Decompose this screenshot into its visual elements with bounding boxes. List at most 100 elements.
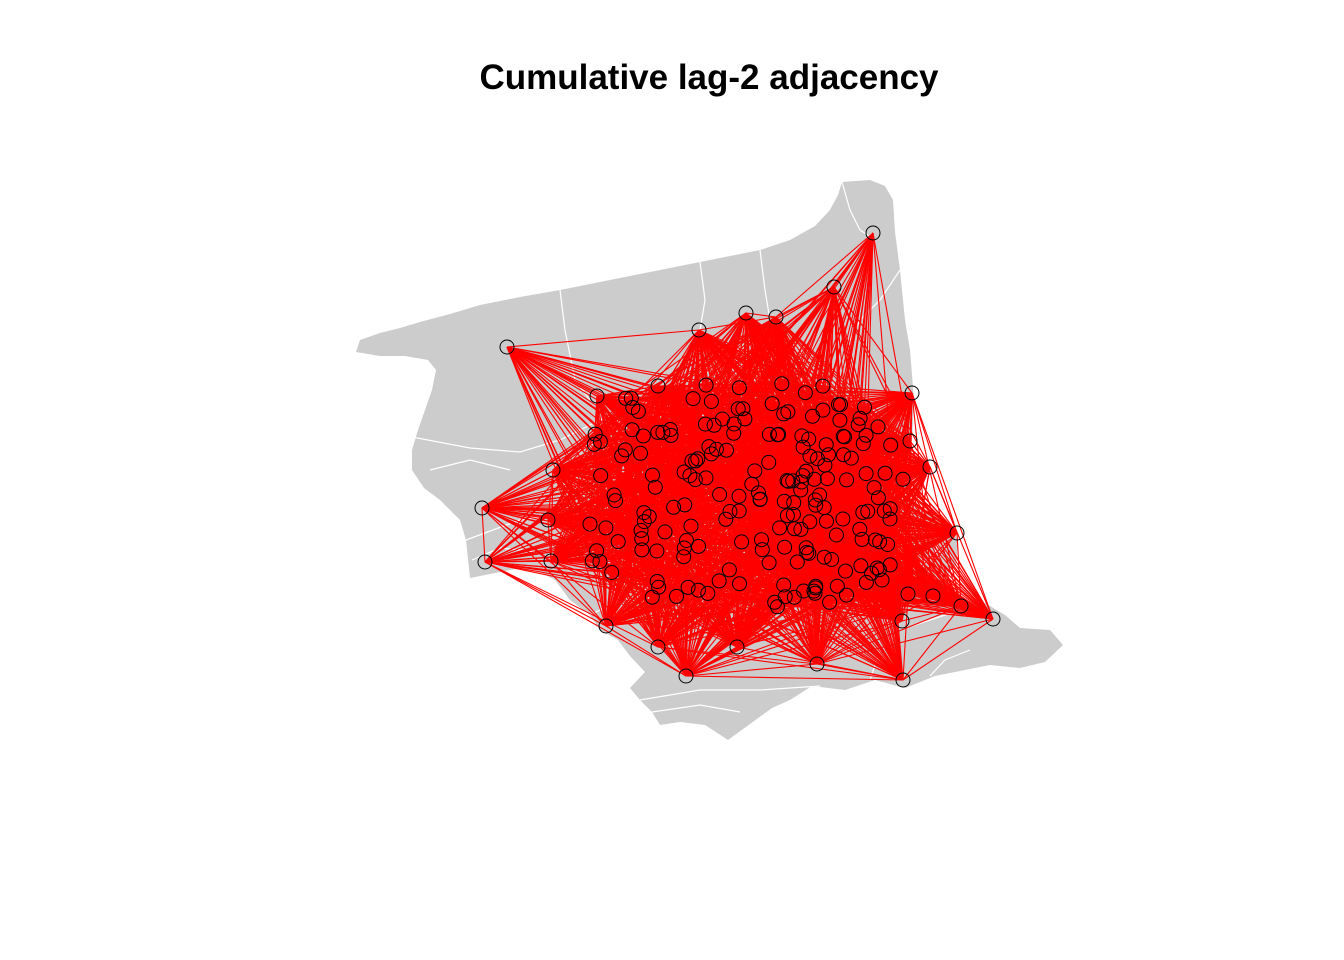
adjacency-link	[640, 529, 666, 533]
adjacency-link	[846, 479, 889, 545]
adjacency-link	[859, 406, 866, 419]
plot-title: Cumulative lag-2 adjacency	[479, 58, 939, 97]
adjacency-link	[739, 510, 794, 516]
adjacency-link	[648, 516, 666, 533]
adjacency-link	[838, 404, 859, 426]
adjacency-link	[654, 423, 706, 488]
adjacency-link	[833, 286, 861, 419]
adjacency-link	[600, 407, 634, 476]
adjacency-link	[600, 431, 658, 443]
adjacency-link	[594, 397, 632, 435]
adjacency-link	[787, 481, 808, 553]
adjacency-link	[686, 539, 762, 542]
adjacency-link	[704, 424, 707, 478]
adjacency-link	[648, 516, 660, 588]
adjacency-link	[656, 581, 677, 597]
adjacency-link	[547, 469, 554, 521]
adjacency-link	[630, 398, 634, 408]
adjacency-link	[768, 434, 794, 482]
adjacency-link	[605, 486, 656, 529]
adjacency-link	[877, 426, 892, 446]
adjacency-link	[643, 401, 712, 437]
adjacency-link	[685, 663, 818, 677]
adjacency-link	[705, 470, 755, 479]
adjacency-link	[757, 492, 770, 563]
adjacency-link	[846, 479, 864, 513]
adjacency-link	[784, 546, 846, 572]
adjacency-link	[648, 432, 659, 517]
adjacency-link	[550, 560, 738, 648]
adjacency-link	[641, 539, 687, 551]
adjacency-link	[599, 561, 658, 583]
adjacency-link	[771, 403, 794, 482]
adjacency-link	[902, 593, 909, 681]
adjacency-link	[774, 547, 786, 603]
adjacency-link	[862, 443, 864, 513]
adjacency-link	[771, 383, 783, 404]
adjacency-link	[632, 329, 700, 408]
adjacency-link	[600, 398, 632, 476]
adjacency-link	[687, 519, 727, 588]
adjacency-link	[779, 480, 788, 528]
adjacency-link	[865, 434, 904, 480]
adjacency-link	[643, 521, 658, 582]
adjacency-link	[822, 409, 844, 455]
adjacency-link	[705, 408, 739, 425]
adjacency-link	[594, 433, 615, 496]
adjacency-link	[865, 473, 879, 498]
adjacency-link	[593, 443, 645, 513]
adjacency-link	[631, 407, 634, 430]
adjacency-link	[768, 527, 781, 563]
adjacency-link	[862, 512, 873, 574]
adjacency-link	[625, 385, 659, 399]
adjacency-link	[771, 403, 788, 481]
adjacency-link	[710, 453, 731, 512]
adjacency-link	[822, 385, 913, 394]
adjacency-link	[596, 385, 659, 397]
adjacency-link	[779, 527, 808, 553]
adjacency-link	[673, 506, 731, 513]
adjacency-link	[698, 329, 813, 417]
adjacency-link	[600, 471, 685, 477]
adjacency-link	[550, 455, 623, 562]
adjacency-link	[600, 475, 607, 528]
adjacency-link	[547, 398, 627, 521]
adjacency-link	[777, 601, 830, 608]
adjacency-link	[719, 494, 763, 550]
municipal-border	[651, 704, 741, 713]
adjacency-link	[824, 556, 872, 574]
adjacency-link	[599, 561, 687, 677]
adjacency-link	[907, 440, 911, 595]
adjacency-link	[859, 232, 874, 419]
adjacency-link	[683, 547, 738, 648]
adjacency-link	[704, 423, 740, 497]
adjacency-link	[639, 453, 666, 533]
adjacency-link	[594, 433, 641, 454]
adjacency-link	[675, 547, 685, 597]
adjacency-link	[631, 400, 712, 431]
adjacency-link	[787, 411, 804, 448]
adjacency-link	[600, 475, 674, 508]
adjacency-link	[621, 407, 634, 457]
adjacency-link	[640, 452, 707, 479]
adjacency-link	[484, 561, 677, 597]
adjacency-link	[846, 564, 891, 596]
adjacency-link	[871, 544, 889, 574]
adjacency-link	[833, 286, 913, 394]
adjacency-link	[711, 383, 782, 403]
adjacency-link	[589, 523, 687, 677]
adjacency-link	[805, 409, 824, 472]
adjacency-link	[711, 401, 770, 435]
adjacency-link	[676, 592, 708, 597]
adjacency-link	[805, 470, 864, 513]
adjacency-link	[506, 346, 644, 437]
adjacency-link	[745, 312, 777, 318]
adjacency-link	[843, 454, 904, 480]
adjacency-link	[736, 646, 904, 681]
adjacency-link	[823, 508, 891, 558]
adjacency-link	[733, 383, 783, 425]
adjacency-link	[707, 549, 763, 594]
adjacency-link	[814, 581, 867, 594]
adjacency-link	[638, 410, 712, 455]
